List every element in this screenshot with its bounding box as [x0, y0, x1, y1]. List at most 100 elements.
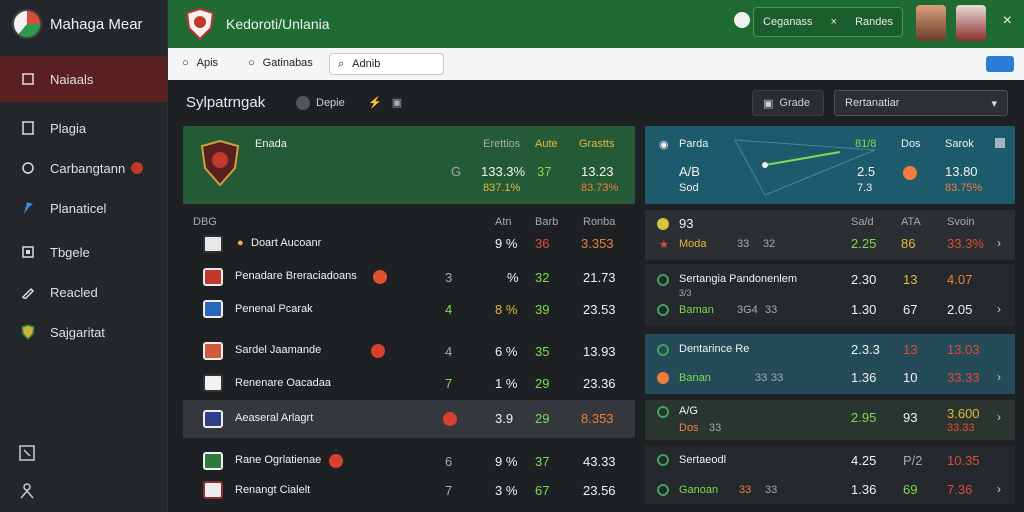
right-group[interactable]: Dentarince Re 2.3.3 13 13.03 Banan 33 33…	[645, 334, 1015, 394]
section-pill[interactable]: Depie	[296, 96, 345, 110]
top-panel-left[interactable]: Ceganass	[763, 16, 813, 28]
brand-name: Mahaga Mear	[50, 15, 143, 33]
cell-c: 7	[445, 376, 453, 391]
filter-gatinabas[interactable]: ○ Gatinabas	[248, 57, 313, 69]
featured-match-left[interactable]: Enada Erettios Aute Grastts G 133.3% 837…	[183, 126, 635, 204]
sidebar-item-4[interactable]: Planaticel	[0, 188, 167, 228]
ball-icon[interactable]	[734, 12, 750, 28]
sidebar-item-1[interactable]: Naiaals	[0, 56, 167, 102]
section-title: Sylpatrngak	[186, 94, 266, 111]
table-row[interactable]: Penadare Breraciadoans 3 % 32 21.73	[183, 264, 635, 292]
warning-icon: ●	[237, 237, 244, 249]
stat-1: 33	[737, 238, 750, 250]
sidebar-item-5[interactable]: Tbgele	[0, 232, 167, 272]
col-header: Atn	[495, 216, 512, 228]
top-panel[interactable]: Ceganass × Randes	[753, 7, 903, 37]
group-title: A/G	[679, 405, 698, 417]
right-group[interactable]: A/G Dos 33 2.95 93 3.600 33.33 ›	[645, 400, 1015, 440]
value-2: 37	[537, 164, 552, 179]
top-panel-right[interactable]: Randes	[855, 16, 893, 28]
group-title: Dentarince Re	[679, 343, 750, 355]
stat-1: 33	[755, 372, 768, 384]
table-row[interactable]: ● Doart Aucoanr 9 % 36 3.353	[183, 232, 635, 256]
person-icon[interactable]	[18, 482, 36, 505]
sidebar-item-2[interactable]: Plagia	[0, 108, 167, 148]
table-row[interactable]: Rane Ogrlatienae 6 9 % 37 43.33	[183, 448, 635, 476]
stat-1: 33	[709, 422, 722, 434]
square-icon[interactable]: ▣	[391, 97, 403, 109]
help-icon[interactable]	[18, 444, 36, 467]
value-2b: 69	[903, 482, 918, 497]
value-3: 10.35	[947, 453, 980, 468]
circle-icon: ○	[182, 57, 189, 69]
check-icon: ▣	[763, 97, 774, 110]
table-row[interactable]: Penenal Pcarak 4 8 % 39 23.53	[183, 296, 635, 324]
status-icon	[657, 344, 669, 356]
top-bar: Kedoroti/Unlania Ceganass × Randes ×	[168, 0, 1024, 48]
dot-icon	[296, 96, 310, 110]
brand[interactable]: Mahaga Mear	[0, 0, 167, 48]
grade-button[interactable]: ▣ Grade	[752, 90, 824, 116]
avatar[interactable]	[916, 5, 946, 41]
filter-apis[interactable]: ○ Apis	[182, 57, 218, 69]
table-left-header: DBG Atn Barb Ronba	[183, 212, 635, 232]
cell-c: 4	[445, 302, 453, 317]
sidebar-item-label: Plagia	[50, 120, 87, 136]
value-3: 13.23	[581, 164, 614, 179]
value-1b: 7.3	[857, 182, 873, 194]
col-header: Barb	[535, 216, 559, 228]
toggle-button[interactable]	[986, 56, 1014, 72]
table-row[interactable]: Renenare Oacadaa 7 1 % 29 23.36	[183, 370, 635, 398]
close-icon[interactable]: ×	[1002, 12, 1012, 29]
value-3: 13.80	[945, 164, 978, 179]
table-row[interactable]: Renangt Cialelt 7 3 % 67 23.56	[183, 478, 635, 504]
value-3: 4.07	[947, 272, 973, 287]
alert-icon	[443, 412, 457, 426]
cell-d: 8.353	[581, 411, 614, 426]
value-3b: 2.05	[947, 302, 973, 317]
cell-d: 23.53	[583, 302, 616, 317]
cell-b: 36	[535, 236, 550, 251]
bolt-icon[interactable]: ⚡	[368, 97, 382, 109]
sort-select[interactable]: Rertanatiar ▾	[834, 90, 1008, 116]
chevron-right-icon[interactable]: ›	[997, 370, 1001, 384]
right-group[interactable]: Sertangia Pandonenlem 3/3 2.30 13 4.07 B…	[645, 264, 1015, 326]
right-group[interactable]: Sertaeodl 4.25 P/2 10.35 Ganoan 33 33 1.…	[645, 446, 1015, 504]
stat-2: 33	[765, 304, 778, 316]
collapse-icon[interactable]	[995, 138, 1005, 148]
search-value: Adnib	[352, 58, 381, 70]
value-3b: 33.33	[947, 422, 975, 434]
chevron-right-icon[interactable]: ›	[997, 410, 1001, 424]
select-value: Rertanatiar	[845, 97, 900, 109]
status-icon	[657, 484, 669, 496]
group-title: Sertaeodl	[679, 454, 727, 466]
chevron-right-icon[interactable]: ›	[997, 482, 1001, 496]
cell-d: 21.73	[583, 270, 616, 285]
chevron-right-icon[interactable]: ›	[997, 302, 1001, 316]
col-header: Ronba	[583, 216, 616, 228]
stat-1: 33	[739, 484, 752, 496]
chevron-right-icon[interactable]: ›	[997, 236, 1001, 250]
right-top-row[interactable]: 93 Sa/d ATA Svoin ★ Moda 33 32 2.25 86 3…	[645, 210, 1015, 260]
header-col-3: Grastts	[579, 138, 615, 150]
value-3b: 83.73%	[581, 182, 619, 194]
avatar[interactable]	[956, 5, 986, 41]
alert-icon	[657, 372, 669, 384]
search-input[interactable]: ⌕ Adnib	[329, 53, 444, 75]
cell-b: 29	[535, 376, 550, 391]
cell-c: 7	[445, 483, 453, 498]
marker: G	[451, 164, 462, 179]
table-row[interactable]: Sardel Jaamande 4 6 % 35 13.93	[183, 338, 635, 366]
group-tag: 3/3	[679, 288, 692, 298]
featured-match-right[interactable]: ◉ Parda A/B Sod 81/8 Dos Sarok 2.5 7.3 1…	[645, 126, 1015, 204]
stat-2: 32	[763, 238, 776, 250]
sidebar-item-3[interactable]: Carbangtann	[0, 148, 167, 188]
sidebar-item-7[interactable]: Sajgaritat	[0, 312, 167, 352]
search-icon: ⌕	[338, 57, 345, 70]
cell-a: 6 %	[495, 344, 518, 359]
table-row[interactable]: Aeaseral Arlagrt 3.9 29 8.353	[183, 400, 635, 438]
section-tools: ⚡ ▣	[368, 96, 402, 109]
club-crest-icon	[203, 342, 223, 360]
club-crest-icon	[203, 481, 223, 499]
sidebar-item-6[interactable]: Reacled	[0, 272, 167, 312]
